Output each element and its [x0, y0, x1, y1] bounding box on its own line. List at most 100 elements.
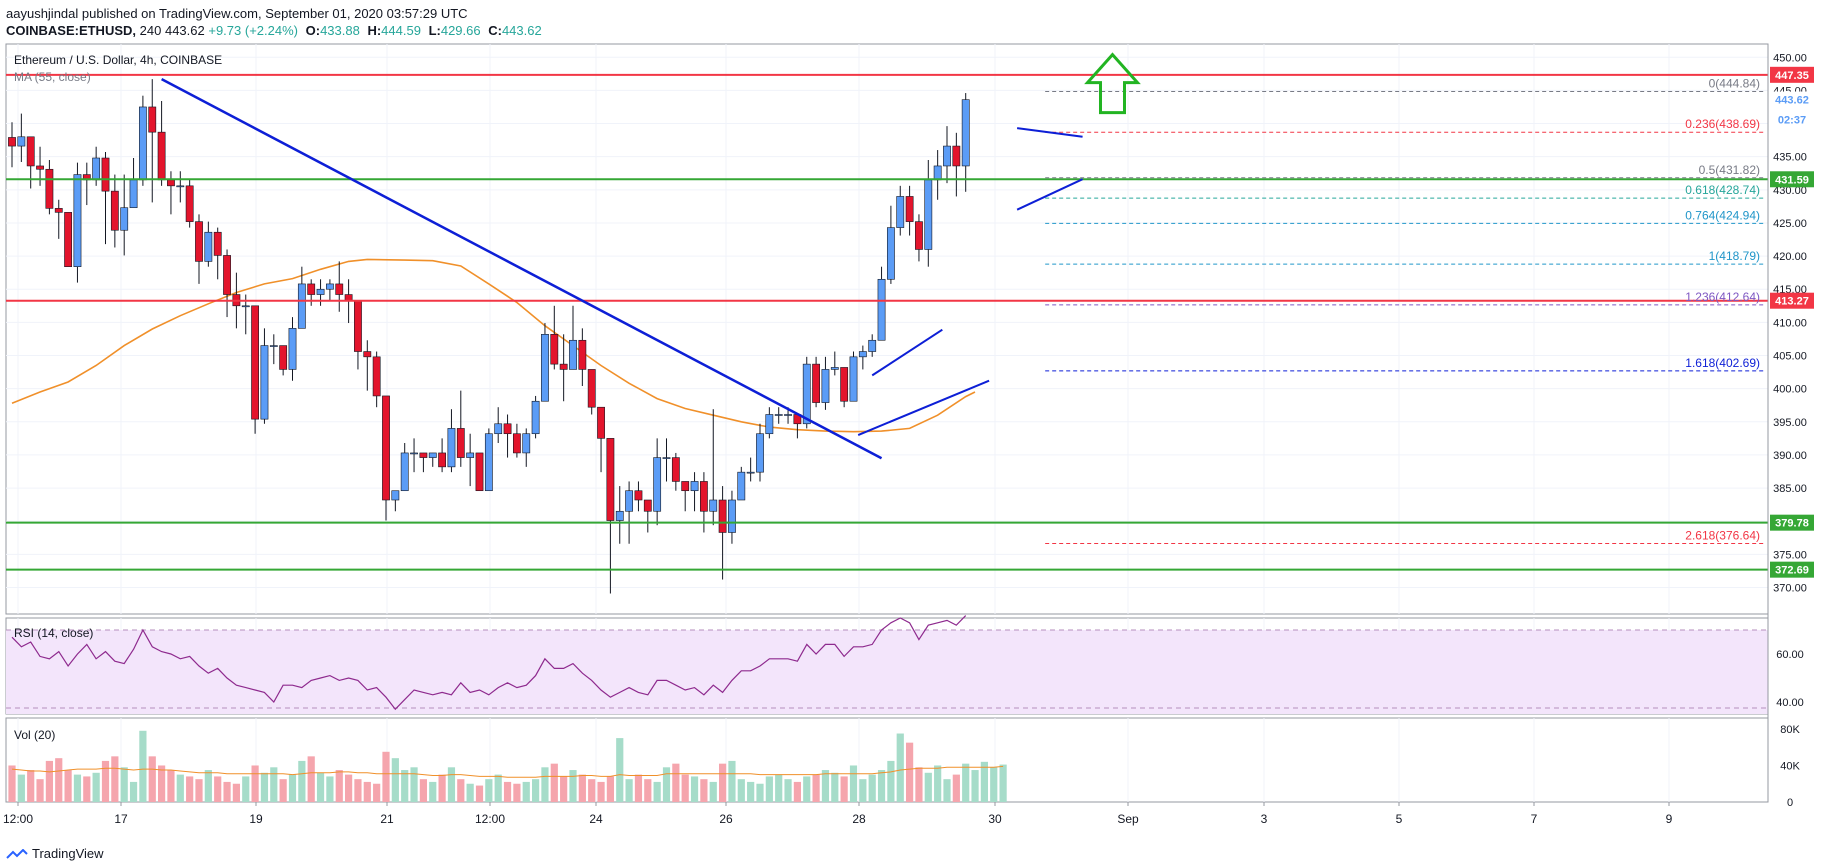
candle: [269, 345, 278, 347]
level-price-label: 447.35: [1775, 70, 1809, 82]
candle: [419, 452, 428, 458]
trend-line: [1016, 178, 1083, 211]
volume-bar: [214, 776, 222, 802]
candle: [157, 131, 166, 181]
candle: [699, 481, 708, 512]
level-price-label: 372.69: [1775, 565, 1809, 577]
volume-bar: [859, 779, 867, 802]
candle: [802, 363, 811, 425]
volume-bar: [223, 781, 231, 802]
brand-name: TradingView: [32, 846, 104, 861]
volume-bar: [999, 764, 1007, 802]
volume-bar: [887, 760, 895, 802]
volume-tick-label: 40K: [1780, 760, 1800, 772]
candle: [877, 278, 886, 341]
y-tick-label: 395.00: [1773, 417, 1807, 429]
volume-bar: [747, 781, 755, 802]
candle: [185, 185, 194, 222]
fib-level-label: 0.5(431.82): [1699, 163, 1760, 177]
volume-bar: [597, 781, 605, 802]
publisher-line: aayushjindal published on TradingView.co…: [6, 6, 468, 21]
x-tick-label: 24: [589, 812, 603, 826]
candle: [64, 212, 72, 267]
candle: [110, 190, 119, 231]
volume-bar: [756, 783, 764, 802]
candle: [718, 499, 727, 533]
candle: [840, 367, 849, 402]
y-tick-label: 430.00: [1773, 185, 1807, 197]
candle: [858, 351, 867, 358]
main-chart-title: Ethereum / U.S. Dollar, 4h, COINBASE: [14, 53, 222, 67]
candle: [933, 165, 942, 181]
volume-bar: [728, 760, 736, 802]
volume-bar: [429, 781, 437, 802]
volume-bar: [391, 758, 399, 802]
candle: [756, 433, 764, 473]
rsi-tick-label: 40.00: [1776, 697, 1804, 709]
volume-bar: [148, 756, 156, 802]
candle: [344, 294, 353, 301]
volume-bar: [36, 779, 44, 802]
candle: [251, 305, 259, 420]
volume-bar: [784, 779, 792, 802]
candle: [512, 433, 521, 454]
candle: [466, 452, 475, 458]
footer-brand[interactable]: TradingView: [6, 846, 104, 861]
volume-bar: [980, 761, 988, 802]
volume-bar: [719, 763, 727, 802]
trend-line: [857, 379, 990, 436]
fib-level-label: 1.236(412.64): [1685, 290, 1760, 304]
y-tick-label: 425.00: [1773, 218, 1807, 230]
trend-line: [161, 78, 883, 460]
volume-ma-line: [11, 765, 1004, 778]
candle: [531, 400, 540, 435]
volume-bar: [550, 763, 558, 802]
volume-bar: [111, 756, 119, 802]
volume-bar: [186, 776, 194, 802]
volume-bar: [419, 779, 427, 802]
volume-title: Vol (20): [14, 728, 55, 742]
volume-bar: [326, 776, 334, 802]
volume-bar: [167, 770, 175, 802]
y-tick-label: 375.00: [1773, 549, 1807, 561]
open-value: 433.88: [320, 23, 360, 38]
y-tick-label: 450.00: [1773, 52, 1807, 64]
candle: [634, 490, 643, 501]
y-tick-label: 435.00: [1773, 152, 1807, 164]
candle: [709, 499, 718, 512]
x-tick-label: 30: [988, 812, 1002, 826]
level-price-label-bg: [1770, 561, 1814, 578]
volume-bar: [73, 774, 82, 802]
volume-bar: [532, 779, 540, 802]
volume-bar: [934, 765, 942, 802]
volume-bar: [438, 774, 446, 802]
volume-bar: [569, 770, 577, 802]
volume-bar: [176, 774, 184, 802]
volume-bar: [775, 774, 783, 802]
volume-bar: [681, 774, 689, 802]
candle: [438, 452, 446, 468]
volume-bar: [298, 760, 306, 802]
level-price-label-bg: [1770, 171, 1814, 188]
x-tick-label: 9: [1666, 812, 1673, 826]
candle: [335, 283, 344, 295]
volume-bar: [260, 772, 269, 802]
volume-bar: [616, 738, 624, 802]
candle: [494, 423, 503, 435]
candle: [569, 339, 577, 370]
candle: [213, 231, 222, 256]
candle: [8, 137, 16, 147]
volume-bar: [335, 770, 343, 802]
volume-bar: [943, 779, 951, 802]
volume-bar: [709, 781, 717, 802]
level-price-label: 413.27: [1775, 296, 1809, 308]
volume-bar: [821, 770, 830, 802]
level-price-label-bg: [1770, 292, 1814, 309]
volume-bar: [129, 781, 138, 802]
candle: [400, 452, 409, 492]
candle: [279, 345, 288, 370]
fib-level-label: 0.764(424.94): [1685, 208, 1760, 222]
y-tick-label: 370.00: [1773, 582, 1807, 594]
y-tick-label: 420.00: [1773, 251, 1807, 263]
